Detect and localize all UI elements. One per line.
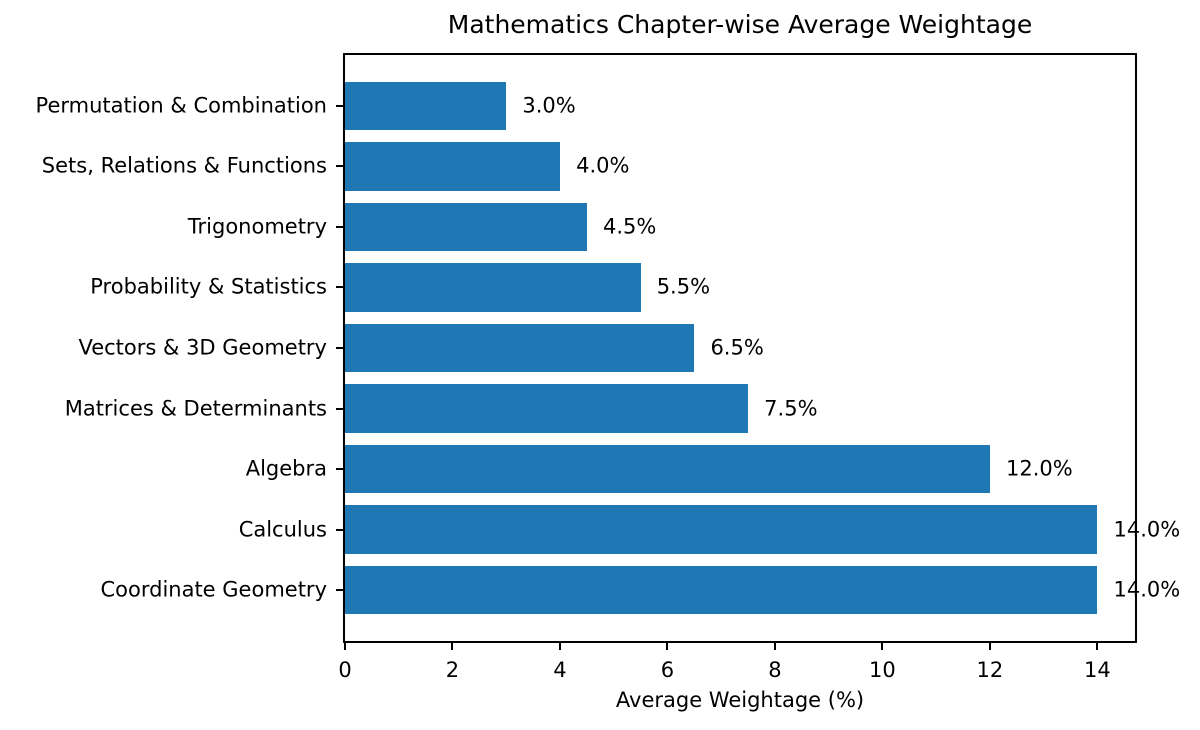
chart-title: Mathematics Chapter-wise Average Weighta…	[447, 10, 1033, 39]
y-axis-category-label: Coordinate Geometry	[100, 577, 327, 602]
x-tick-mark	[666, 643, 669, 650]
x-tick-label: 12	[976, 658, 1004, 682]
bar-value-label: 5.5%	[656, 274, 711, 299]
x-tick-label: 6	[660, 658, 675, 682]
bar	[345, 565, 1098, 615]
x-tick-label: 4	[553, 658, 567, 682]
bar	[345, 384, 749, 433]
bar	[345, 444, 990, 494]
x-tick-label: 14	[1084, 658, 1111, 682]
y-tick-mark	[336, 225, 343, 228]
bar-value-label: 14.0%	[1113, 517, 1181, 542]
x-axis-title: Average Weightage (%)	[615, 688, 865, 712]
bar-value-label: 7.5%	[764, 396, 818, 421]
bar-value-label: 12.0%	[1006, 456, 1073, 481]
y-tick-mark	[336, 165, 343, 168]
bar	[345, 505, 1098, 554]
bar	[345, 81, 507, 131]
y-axis-category-label: Matrices & Determinants	[64, 396, 327, 421]
x-tick-mark	[1096, 643, 1099, 650]
y-tick-mark	[336, 407, 343, 410]
y-axis-category-label: Calculus	[238, 517, 327, 542]
plot-area: 3.0% 4.0% 4.5% 5.5% 6.5% 7.5% 12.0% 14.0% 14.0%	[336, 53, 1180, 650]
y-tick-mark	[336, 528, 343, 531]
y-axis-category-label: Vectors & 3D Geometry	[78, 335, 327, 360]
y-tick-mark	[336, 104, 343, 107]
bar-value-label: 14.0%	[1113, 577, 1181, 602]
y-tick-mark	[336, 347, 343, 349]
y-axis-category-label: Sets, Relations & Functions	[41, 153, 327, 178]
x-tick-mark	[451, 643, 454, 650]
bar	[345, 323, 695, 373]
x-tick-mark	[881, 643, 884, 650]
x-axis-tick-labels: 0 2 4 6 8 10 12 14	[338, 658, 1135, 684]
bar-value-label: 3.0%	[522, 93, 576, 118]
x-tick-label: 2	[445, 658, 460, 682]
y-tick-mark	[336, 589, 343, 592]
y-axis-labels: Permutation & Combination Sets, Relations…	[0, 55, 327, 641]
y-tick-mark	[336, 468, 343, 471]
x-tick-label: 10	[869, 658, 896, 682]
x-tick-mark	[988, 643, 991, 650]
y-axis-category-label: Probability & Statistics	[90, 274, 327, 299]
y-axis-category-label: Algebra	[245, 456, 327, 481]
y-axis-category-label: Trigonometry	[187, 214, 327, 239]
x-tick-label: 8	[768, 658, 782, 682]
x-tick-label: 0	[338, 658, 352, 682]
x-tick-mark	[344, 643, 346, 650]
bar	[345, 142, 560, 191]
bar	[345, 202, 587, 252]
x-tick-mark	[558, 643, 561, 650]
bar-value-label: 4.0%	[576, 153, 630, 178]
x-tick-mark	[773, 643, 776, 650]
bar-value-label: 4.5%	[602, 214, 657, 239]
y-axis-category-label: Permutation & Combination	[35, 93, 327, 118]
y-tick-mark	[336, 286, 343, 289]
bar-value-label: 6.5%	[710, 335, 764, 360]
bar	[345, 263, 641, 312]
